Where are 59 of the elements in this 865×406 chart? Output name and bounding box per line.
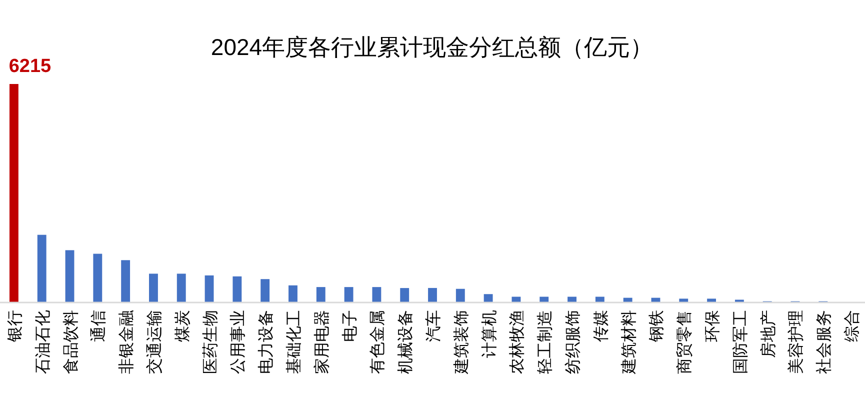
x-tick-label: 家用电器: [312, 310, 331, 374]
x-tick-label: 纺织服饰: [564, 310, 582, 374]
data-label: 6215: [8, 56, 52, 77]
x-tick-label: 汽车: [424, 310, 442, 342]
x-tick-label: 综合: [843, 310, 862, 342]
x-tick-label: 非银金融: [118, 310, 136, 374]
chart-title: 2024年度各行业累计现金分红总额（亿元）: [210, 34, 654, 60]
x-tick-label: 社会服务: [815, 310, 834, 374]
x-tick-label: 通信: [90, 310, 108, 342]
x-tick-label: 国防军工: [731, 310, 750, 374]
bar: [176, 274, 186, 302]
bar: [707, 298, 716, 302]
bar: [37, 234, 46, 302]
bar: [65, 250, 74, 302]
bar: [540, 296, 549, 302]
bar: [623, 298, 632, 302]
bar: [9, 84, 18, 302]
bar: [232, 276, 242, 302]
x-tick-label: 有色金属: [370, 310, 387, 374]
x-tick-label: 传媒: [592, 310, 610, 342]
bar: [204, 275, 214, 302]
x-tick-label: 农林牧渔: [508, 310, 526, 374]
x-tick-label: 煤炭: [173, 310, 192, 342]
bar: [679, 298, 688, 302]
bar: [149, 274, 158, 302]
x-tick-label: 电力设备: [257, 310, 276, 374]
bar: [568, 296, 576, 302]
x-tick-label: 交通运输: [145, 310, 164, 374]
x-tick-label: 房地产: [759, 310, 778, 358]
bar: [372, 287, 382, 302]
bar: [484, 294, 493, 302]
bar: [651, 298, 660, 302]
bar: [288, 285, 298, 302]
x-tick-label: 电子: [340, 310, 359, 342]
x-tick-label: 美容护理: [787, 310, 806, 374]
x-tick-label: 计算机: [480, 310, 498, 358]
x-tick-label: 食品饮料: [62, 310, 80, 374]
bar: [121, 260, 130, 302]
x-tick-label: 机械设备: [396, 310, 415, 374]
x-tick-label: 建筑材料: [620, 310, 638, 375]
bar: [316, 287, 326, 302]
bar: [512, 296, 521, 302]
bar: [595, 296, 604, 302]
x-tick-label: 基础化工: [284, 310, 303, 374]
x-tick-label: 环保: [704, 310, 722, 342]
bar: [344, 287, 354, 302]
x-tick-label: 钢铁: [648, 310, 666, 343]
x-tick-label: 石油石化: [34, 310, 52, 374]
bar: [260, 279, 270, 302]
bar: [456, 288, 465, 302]
x-tick-label: 建筑装饰: [452, 310, 470, 375]
x-tick-label: 轻工制造: [536, 310, 554, 374]
bar: [93, 254, 102, 302]
x-tick-label: 公用事业: [229, 310, 248, 374]
x-tick-label: 银行: [6, 310, 24, 343]
x-tick-label: 医药生物: [201, 310, 220, 374]
bar: [428, 288, 437, 302]
x-tick-label: 商贸零售: [676, 310, 694, 374]
bar: [400, 288, 410, 302]
